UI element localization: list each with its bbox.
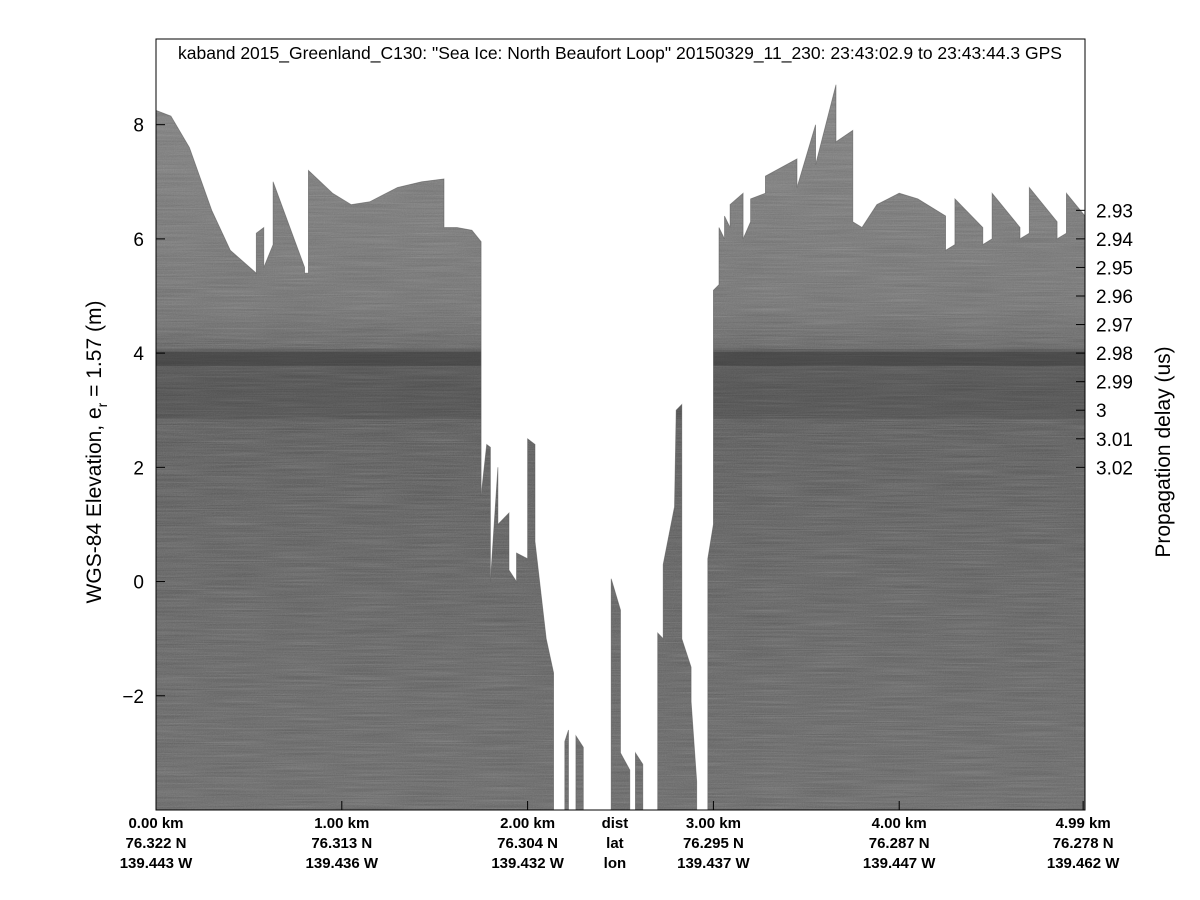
chart-title: kaband 2015_Greenland_C130: "Sea Ice: No… [178,43,1062,64]
x-lat-label: 76.295 N [683,835,744,852]
x-key-lat-label: lat [606,835,624,852]
left-axis-label: WGS-84 Elevation, er = 1.57 (m) [83,301,110,604]
left-axis-label-tail: = 1.57 (m) [83,301,106,403]
x-lon-label: 139.447 W [863,855,936,872]
left-axis-label-main: WGS-84 Elevation, e [83,407,106,603]
x-dist-label: 4.99 km [1056,815,1111,832]
left-tick-label: 6 [133,230,144,251]
bottom-axis-labels: 0.00 km 76.322 N 139.443 W 1.00 km 76.313 N 1… [120,801,1120,872]
right-axis-ticks: 2.93 2.94 2.95 2.96 2.97 2.98 2.99 3 3.01 3.02 [1076,201,1133,479]
left-axis-label-sub: r [94,402,110,407]
right-tick-label: 2.93 [1096,201,1133,222]
right-tick-label: 2.96 [1096,287,1133,308]
x-lon-label: 139.443 W [120,855,193,872]
x-key-dist-label: dist [602,815,629,832]
x-lat-label: 76.287 N [869,835,930,852]
left-tick-label: 4 [133,344,144,365]
left-tick-label: −2 [122,687,144,708]
x-dist-label: 3.00 km [686,815,741,832]
left-tick-label: 2 [133,458,144,479]
left-axis-ticks: 8 6 4 2 0 −2 [122,116,165,708]
x-lon-label: 139.436 W [306,855,379,872]
right-tick-label: 2.94 [1096,230,1133,251]
x-dist-label: 2.00 km [500,815,555,832]
surface-profile-line [156,84,1085,810]
right-tick-label: 2.98 [1096,344,1133,365]
left-tick-label: 8 [133,116,144,137]
x-lon-label: 139.437 W [677,855,750,872]
x-dist-label: 4.00 km [872,815,927,832]
x-lat-label: 76.322 N [126,835,187,852]
right-axis-label: Propagation delay (us) [1152,346,1175,557]
x-dist-label: 1.00 km [314,815,369,832]
x-lat-label: 76.304 N [497,835,558,852]
plot-frame [155,38,1086,811]
right-tick-label: 3.01 [1096,430,1133,451]
x-dist-label: 0.00 km [128,815,183,832]
left-tick-label: 0 [133,573,144,594]
right-tick-label: 2.95 [1096,258,1133,279]
x-key-lon-label: lon [604,855,627,872]
x-lon-label: 139.462 W [1047,855,1120,872]
right-tick-label: 3.02 [1096,458,1133,479]
right-tick-label: 2.99 [1096,373,1133,394]
right-tick-label: 3 [1096,401,1107,422]
x-lon-label: 139.432 W [491,855,564,872]
x-lat-label: 76.313 N [311,835,372,852]
internal-layer-glow [156,348,1085,419]
x-lat-label: 76.278 N [1053,835,1114,852]
right-tick-label: 2.97 [1096,316,1133,337]
